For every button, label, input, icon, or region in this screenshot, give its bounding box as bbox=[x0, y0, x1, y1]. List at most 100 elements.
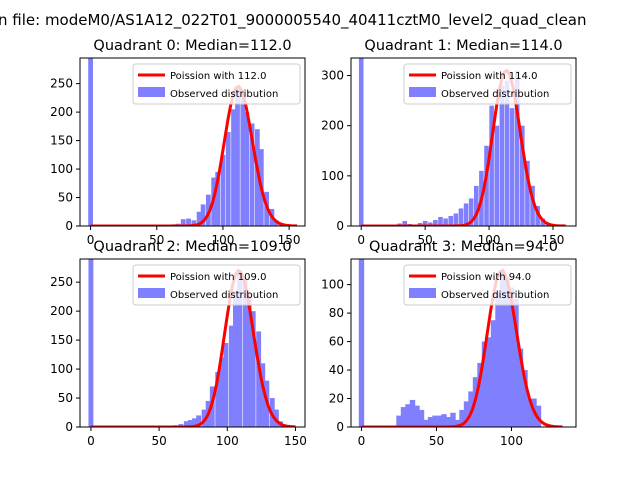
histogram-bar bbox=[191, 220, 197, 226]
histogram-bar bbox=[486, 337, 492, 427]
histogram-bar bbox=[260, 363, 266, 427]
x-tick-label: 150 bbox=[278, 233, 301, 247]
histogram-bar bbox=[225, 132, 231, 226]
plot-data bbox=[358, 58, 566, 226]
axes-frame bbox=[350, 57, 577, 227]
histogram-bar bbox=[453, 213, 459, 226]
histogram-bar bbox=[215, 171, 221, 226]
y-tick-label: 100 bbox=[321, 278, 344, 292]
x-tick-label: 150 bbox=[542, 233, 565, 247]
panel-title: Quadrant 3: Median=94.0 bbox=[369, 239, 558, 255]
histogram-bar bbox=[454, 419, 461, 427]
histogram-bar bbox=[427, 222, 433, 226]
panel-title: Quadrant 1: Median=114.0 bbox=[364, 38, 562, 54]
histogram-bar bbox=[180, 219, 186, 226]
histogram-bar bbox=[530, 185, 535, 226]
legend-bar-swatch bbox=[409, 87, 436, 97]
histogram-bar bbox=[228, 325, 234, 427]
y-tick-label: 250 bbox=[50, 275, 73, 289]
legend-poisson-label: Poission with 109.0 bbox=[170, 272, 266, 283]
y-tick-label: 150 bbox=[50, 134, 73, 148]
y-tick-label: 0 bbox=[336, 219, 344, 233]
y-tick-label: 60 bbox=[329, 335, 344, 349]
histogram-bar bbox=[468, 198, 474, 226]
histogram-bar bbox=[196, 211, 202, 226]
legend-observed-label: Observed distribution bbox=[170, 89, 278, 100]
histogram-bar bbox=[441, 414, 447, 427]
histogram-bar bbox=[450, 412, 456, 427]
histogram-bar bbox=[481, 341, 488, 427]
histogram-bar bbox=[525, 160, 530, 226]
histogram-bar bbox=[513, 298, 519, 427]
histogram-bar bbox=[499, 270, 506, 427]
poisson-curve bbox=[361, 268, 563, 427]
legend-bar-swatch bbox=[409, 288, 436, 298]
x-tick-label: 0 bbox=[87, 233, 95, 247]
y-tick-label: 20 bbox=[329, 392, 344, 406]
histogram-bar bbox=[489, 105, 494, 226]
histogram-bar bbox=[427, 417, 434, 427]
histogram-bar bbox=[242, 279, 248, 427]
poisson-curve bbox=[361, 68, 566, 226]
histogram-bar bbox=[540, 218, 546, 226]
x-tick-label: 100 bbox=[500, 434, 523, 448]
legend-box bbox=[132, 264, 301, 306]
histogram-bar bbox=[223, 343, 229, 427]
histogram-bar bbox=[400, 407, 407, 427]
quadrant-panel: 0 50 100 150 0 50 100 150 200 250 Quadrant 2: Medi… bbox=[50, 239, 307, 448]
histogram-bar bbox=[249, 123, 255, 226]
histogram-bar bbox=[215, 371, 221, 427]
histogram-bar bbox=[422, 220, 428, 226]
panel-title: Quadrant 2: Median=109.0 bbox=[93, 239, 291, 255]
histogram-bar bbox=[396, 415, 402, 427]
histogram-bar bbox=[526, 398, 533, 427]
histogram-bar bbox=[273, 220, 279, 226]
histogram-bar bbox=[423, 419, 429, 427]
histogram-bar bbox=[463, 203, 469, 226]
histogram-bar bbox=[256, 331, 262, 427]
x-tick-label: 50 bbox=[149, 233, 164, 247]
histogram-bar bbox=[520, 125, 525, 226]
histogram-bar bbox=[183, 421, 189, 427]
y-tick-label: 0 bbox=[65, 219, 73, 233]
histogram-bar bbox=[535, 205, 540, 226]
histogram-bar bbox=[432, 415, 438, 427]
legend-poisson-label: Poission with 112.0 bbox=[170, 71, 266, 82]
histogram-bar bbox=[490, 320, 497, 427]
y-tick-label: 40 bbox=[329, 363, 344, 377]
histogram-bar bbox=[405, 404, 411, 427]
legend-poisson-label: Poission with 94.0 bbox=[441, 272, 531, 283]
x-tick-label: 50 bbox=[418, 233, 433, 247]
y-tick-label: 100 bbox=[50, 362, 73, 376]
plot-data bbox=[358, 259, 563, 427]
histogram-bar bbox=[509, 108, 515, 226]
histogram-bar bbox=[201, 409, 207, 427]
histogram-bar bbox=[220, 154, 226, 226]
histogram-bar bbox=[250, 311, 256, 427]
axes-frame bbox=[79, 57, 306, 227]
panel-title: Quadrant 0: Median=112.0 bbox=[93, 38, 291, 54]
histogram-bar bbox=[463, 401, 470, 427]
legend-poisson-label: Poission with 114.0 bbox=[441, 71, 537, 82]
histogram-bar bbox=[402, 220, 407, 226]
x-tick-label: 100 bbox=[211, 233, 234, 247]
histogram-bar bbox=[192, 418, 197, 427]
y-tick-label: 0 bbox=[65, 420, 73, 434]
y-tick-label: 100 bbox=[321, 169, 344, 183]
legend-box bbox=[403, 63, 572, 105]
x-tick-label: 0 bbox=[357, 233, 365, 247]
y-tick-label: 300 bbox=[321, 69, 344, 83]
histogram-bar bbox=[459, 409, 465, 427]
legend-observed-label: Observed distribution bbox=[170, 290, 278, 301]
x-tick-label: 0 bbox=[87, 434, 95, 448]
y-tick-label: 80 bbox=[329, 306, 344, 320]
legend-bar-swatch bbox=[138, 87, 165, 97]
y-tick-label: 50 bbox=[58, 191, 73, 205]
histogram-bar bbox=[188, 420, 193, 427]
x-tick-label: 100 bbox=[478, 233, 501, 247]
histogram-bar bbox=[235, 86, 240, 226]
histogram-bar bbox=[517, 348, 524, 427]
histogram-bar bbox=[508, 287, 515, 427]
histogram-bar bbox=[358, 58, 364, 226]
